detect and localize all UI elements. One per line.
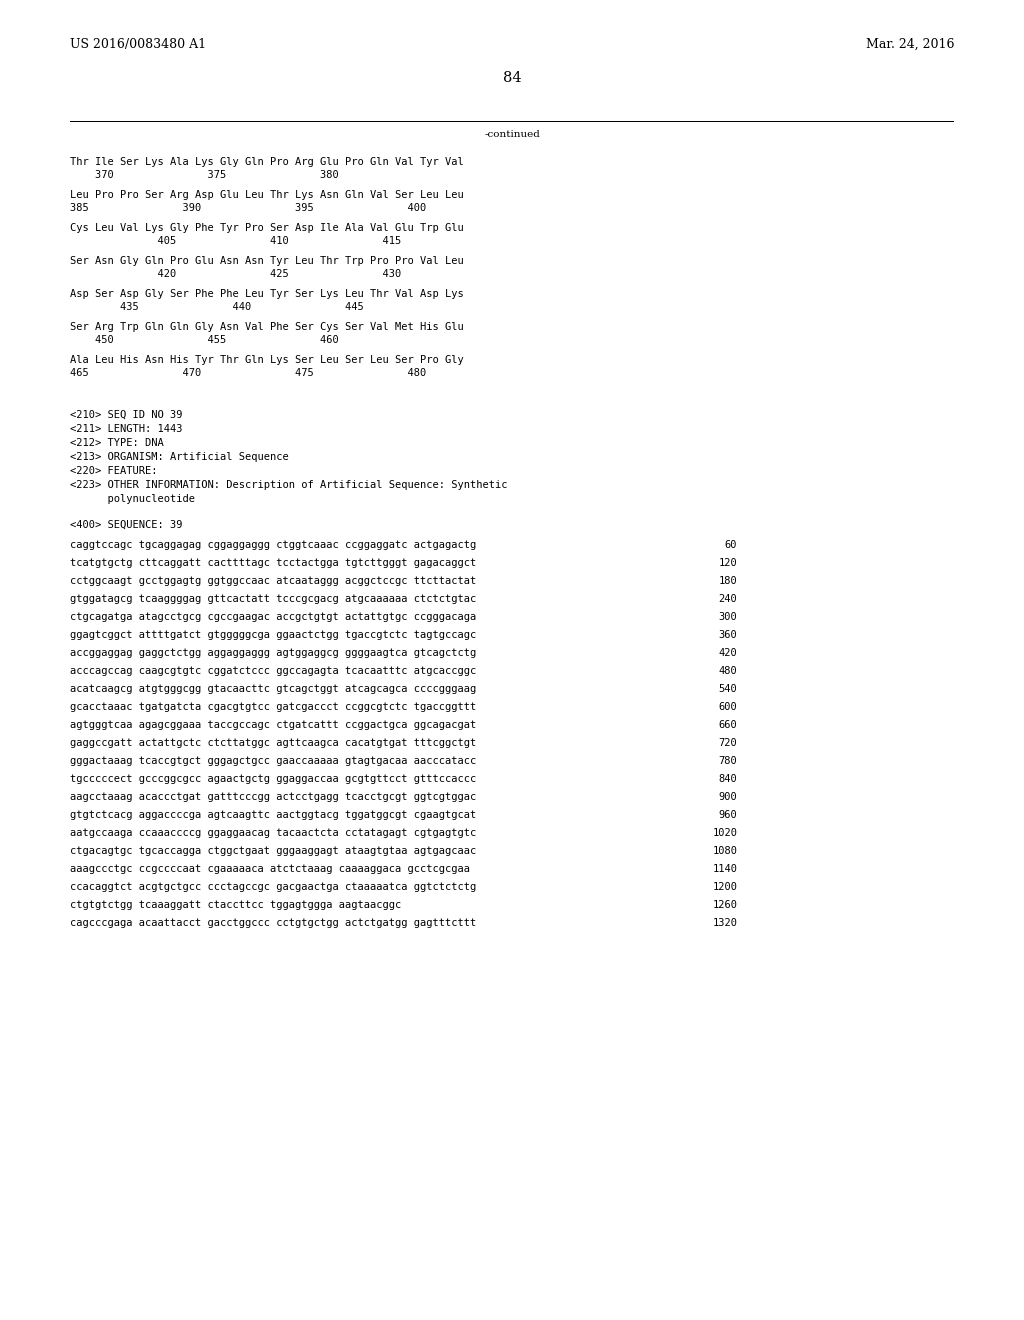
Text: aatgccaaga ccaaaccccg ggaggaacag tacaactcta cctatagagt cgtgagtgtc: aatgccaaga ccaaaccccg ggaggaacag tacaact… (70, 828, 476, 838)
Text: Cys Leu Val Lys Gly Phe Tyr Pro Ser Asp Ile Ala Val Glu Trp Glu: Cys Leu Val Lys Gly Phe Tyr Pro Ser Asp … (70, 223, 464, 234)
Text: gaggccgatt actattgctc ctcttatggc agttcaagca cacatgtgat tttcggctgt: gaggccgatt actattgctc ctcttatggc agttcaa… (70, 738, 476, 748)
Text: -continued: -continued (484, 129, 540, 139)
Text: ctgcagatga atagcctgcg cgccgaagac accgctgtgt actattgtgc ccgggacaga: ctgcagatga atagcctgcg cgccgaagac accgctg… (70, 612, 476, 622)
Text: 780: 780 (719, 756, 737, 766)
Text: 720: 720 (719, 738, 737, 748)
Text: 370               375               380: 370 375 380 (70, 170, 338, 180)
Text: 405               410               415: 405 410 415 (70, 236, 400, 246)
Text: 1200: 1200 (713, 882, 737, 892)
Text: acccagccag caagcgtgtc cggatctccc ggccagagta tcacaatttc atgcaccggc: acccagccag caagcgtgtc cggatctccc ggccaga… (70, 667, 476, 676)
Text: Ser Asn Gly Gln Pro Glu Asn Asn Tyr Leu Thr Trp Pro Pro Val Leu: Ser Asn Gly Gln Pro Glu Asn Asn Tyr Leu … (70, 256, 464, 267)
Text: ctgtgtctgg tcaaaggatt ctaccttcc tggagtggga aagtaacggc: ctgtgtctgg tcaaaggatt ctaccttcc tggagtgg… (70, 900, 400, 909)
Text: gcacctaaac tgatgatcta cgacgtgtcc gatcgaccct ccggcgtctc tgaccggttt: gcacctaaac tgatgatcta cgacgtgtcc gatcgac… (70, 702, 476, 711)
Text: US 2016/0083480 A1: US 2016/0083480 A1 (70, 38, 206, 51)
Text: aaagccctgc ccgccccaat cgaaaaaca atctctaaag caaaaggaca gcctcgcgaa: aaagccctgc ccgccccaat cgaaaaaca atctctaa… (70, 865, 470, 874)
Text: 840: 840 (719, 774, 737, 784)
Text: 1320: 1320 (713, 917, 737, 928)
Text: 180: 180 (719, 576, 737, 586)
Text: polynucleotide: polynucleotide (70, 494, 195, 504)
Text: Mar. 24, 2016: Mar. 24, 2016 (866, 38, 954, 51)
Text: 660: 660 (719, 719, 737, 730)
Text: <210> SEQ ID NO 39: <210> SEQ ID NO 39 (70, 411, 182, 420)
Text: Ala Leu His Asn His Tyr Thr Gln Lys Ser Leu Ser Leu Ser Pro Gly: Ala Leu His Asn His Tyr Thr Gln Lys Ser … (70, 355, 464, 366)
Text: 60: 60 (725, 540, 737, 550)
Text: 960: 960 (719, 810, 737, 820)
Text: 360: 360 (719, 630, 737, 640)
Text: 1140: 1140 (713, 865, 737, 874)
Text: caggtccagc tgcaggagag cggaggaggg ctggtcaaac ccggaggatc actgagactg: caggtccagc tgcaggagag cggaggaggg ctggtca… (70, 540, 476, 550)
Text: <212> TYPE: DNA: <212> TYPE: DNA (70, 438, 164, 447)
Text: Asp Ser Asp Gly Ser Phe Phe Leu Tyr Ser Lys Leu Thr Val Asp Lys: Asp Ser Asp Gly Ser Phe Phe Leu Tyr Ser … (70, 289, 464, 300)
Text: 1020: 1020 (713, 828, 737, 838)
Text: 450               455               460: 450 455 460 (70, 335, 338, 345)
Text: 300: 300 (719, 612, 737, 622)
Text: 900: 900 (719, 792, 737, 803)
Text: agtgggtcaa agagcggaaa taccgccagc ctgatcattt ccggactgca ggcagacgat: agtgggtcaa agagcggaaa taccgccagc ctgatca… (70, 719, 476, 730)
Text: <213> ORGANISM: Artificial Sequence: <213> ORGANISM: Artificial Sequence (70, 451, 289, 462)
Text: <400> SEQUENCE: 39: <400> SEQUENCE: 39 (70, 520, 182, 531)
Text: 240: 240 (719, 594, 737, 605)
Text: aagcctaaag acaccctgat gatttcccgg actcctgagg tcacctgcgt ggtcgtggac: aagcctaaag acaccctgat gatttcccgg actcctg… (70, 792, 476, 803)
Text: 480: 480 (719, 667, 737, 676)
Text: 1080: 1080 (713, 846, 737, 855)
Text: 435               440               445: 435 440 445 (70, 302, 364, 312)
Text: ggagtcggct attttgatct gtgggggcga ggaactctgg tgaccgtctc tagtgccagc: ggagtcggct attttgatct gtgggggcga ggaactc… (70, 630, 476, 640)
Text: <220> FEATURE:: <220> FEATURE: (70, 466, 157, 477)
Text: ctgacagtgc tgcaccagga ctggctgaat gggaaggagt ataagtgtaa agtgagcaac: ctgacagtgc tgcaccagga ctggctgaat gggaagg… (70, 846, 476, 855)
Text: 120: 120 (719, 558, 737, 568)
Text: acatcaagcg atgtgggcgg gtacaacttc gtcagctggt atcagcagca ccccgggaag: acatcaagcg atgtgggcgg gtacaacttc gtcagct… (70, 684, 476, 694)
Text: Ser Arg Trp Gln Gln Gly Asn Val Phe Ser Cys Ser Val Met His Glu: Ser Arg Trp Gln Gln Gly Asn Val Phe Ser … (70, 322, 464, 333)
Text: ccacaggtct acgtgctgcc ccctagccgc gacgaactga ctaaaaatca ggtctctctg: ccacaggtct acgtgctgcc ccctagccgc gacgaac… (70, 882, 476, 892)
Text: 84: 84 (503, 71, 521, 84)
Text: cctggcaagt gcctggagtg ggtggccaac atcaataggg acggctccgc ttcttactat: cctggcaagt gcctggagtg ggtggccaac atcaata… (70, 576, 476, 586)
Text: gtggatagcg tcaaggggag gttcactatt tcccgcgacg atgcaaaaaa ctctctgtac: gtggatagcg tcaaggggag gttcactatt tcccgcg… (70, 594, 476, 605)
Text: <211> LENGTH: 1443: <211> LENGTH: 1443 (70, 424, 182, 434)
Text: 385               390               395               400: 385 390 395 400 (70, 203, 426, 213)
Text: 465               470               475               480: 465 470 475 480 (70, 368, 426, 378)
Text: tcatgtgctg cttcaggatt cacttttagc tcctactgga tgtcttgggt gagacaggct: tcatgtgctg cttcaggatt cacttttagc tcctact… (70, 558, 476, 568)
Text: gtgtctcacg aggaccccga agtcaagttc aactggtacg tggatggcgt cgaagtgcat: gtgtctcacg aggaccccga agtcaagttc aactggt… (70, 810, 476, 820)
Text: Leu Pro Pro Ser Arg Asp Glu Leu Thr Lys Asn Gln Val Ser Leu Leu: Leu Pro Pro Ser Arg Asp Glu Leu Thr Lys … (70, 190, 464, 201)
Text: tgcccccect gcccggcgcc agaactgctg ggaggaccaa gcgtgttcct gtttccaccc: tgcccccect gcccggcgcc agaactgctg ggaggac… (70, 774, 476, 784)
Text: 1260: 1260 (713, 900, 737, 909)
Text: cagcccgaga acaattacct gacctggccc cctgtgctgg actctgatgg gagtttcttt: cagcccgaga acaattacct gacctggccc cctgtgc… (70, 917, 476, 928)
Text: 600: 600 (719, 702, 737, 711)
Text: Thr Ile Ser Lys Ala Lys Gly Gln Pro Arg Glu Pro Gln Val Tyr Val: Thr Ile Ser Lys Ala Lys Gly Gln Pro Arg … (70, 157, 464, 168)
Text: 420: 420 (719, 648, 737, 657)
Text: <223> OTHER INFORMATION: Description of Artificial Sequence: Synthetic: <223> OTHER INFORMATION: Description of … (70, 480, 507, 490)
Text: 420               425               430: 420 425 430 (70, 269, 400, 279)
Text: accggaggag gaggctctgg aggaggaggg agtggaggcg ggggaagtca gtcagctctg: accggaggag gaggctctgg aggaggaggg agtggag… (70, 648, 476, 657)
Text: 540: 540 (719, 684, 737, 694)
Text: gggactaaag tcaccgtgct gggagctgcc gaaccaaaaa gtagtgacaa aacccatacc: gggactaaag tcaccgtgct gggagctgcc gaaccaa… (70, 756, 476, 766)
